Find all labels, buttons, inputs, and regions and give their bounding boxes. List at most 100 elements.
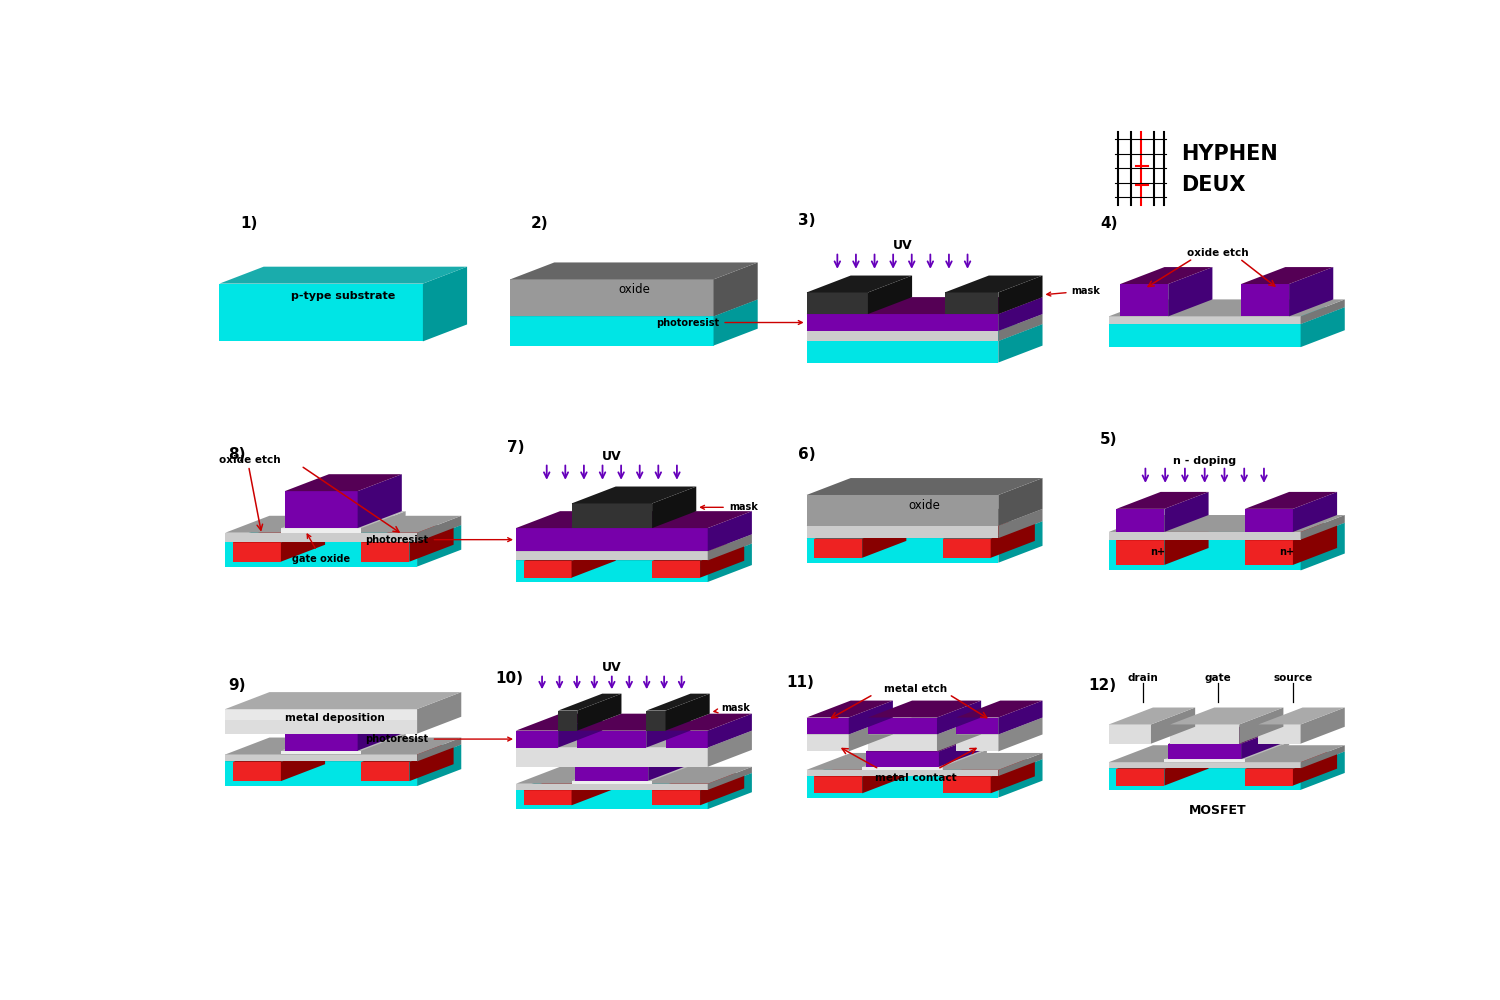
Polygon shape (938, 718, 981, 751)
Polygon shape (807, 341, 999, 363)
Polygon shape (1293, 752, 1336, 786)
Polygon shape (1168, 744, 1240, 759)
Polygon shape (1108, 762, 1300, 768)
Polygon shape (990, 760, 1035, 793)
Polygon shape (225, 710, 417, 720)
Polygon shape (646, 714, 690, 748)
Polygon shape (1300, 745, 1346, 768)
Polygon shape (558, 694, 621, 711)
Polygon shape (942, 522, 1035, 539)
Text: metal deposition: metal deposition (285, 713, 384, 723)
Polygon shape (1164, 752, 1209, 786)
Polygon shape (280, 751, 362, 754)
Polygon shape (1108, 532, 1300, 540)
Polygon shape (956, 718, 999, 734)
Polygon shape (280, 526, 326, 562)
Text: 10): 10) (495, 671, 524, 686)
Text: oxide etch: oxide etch (219, 455, 280, 465)
Polygon shape (999, 314, 1042, 341)
Polygon shape (868, 701, 981, 718)
Polygon shape (1239, 708, 1284, 744)
Polygon shape (807, 276, 912, 292)
Polygon shape (807, 509, 1042, 526)
Polygon shape (578, 731, 646, 748)
Polygon shape (572, 503, 652, 528)
Polygon shape (815, 539, 862, 558)
Polygon shape (410, 745, 453, 781)
Text: metal etch: metal etch (884, 684, 948, 694)
Text: source: source (1274, 673, 1312, 683)
Text: n+: n+ (1280, 547, 1294, 557)
Polygon shape (1164, 492, 1209, 532)
Polygon shape (942, 760, 1035, 776)
Polygon shape (939, 734, 982, 767)
Polygon shape (708, 511, 752, 551)
Polygon shape (417, 692, 462, 734)
Polygon shape (807, 297, 1042, 314)
Text: 8): 8) (228, 447, 246, 462)
Polygon shape (516, 773, 752, 790)
Polygon shape (1300, 299, 1346, 324)
Polygon shape (956, 701, 1042, 718)
Polygon shape (1108, 307, 1346, 324)
Polygon shape (708, 544, 752, 582)
Polygon shape (1288, 267, 1334, 316)
Polygon shape (714, 262, 758, 316)
Polygon shape (815, 522, 906, 539)
Polygon shape (807, 718, 849, 734)
Polygon shape (956, 734, 999, 751)
Polygon shape (1245, 769, 1293, 786)
Polygon shape (862, 760, 906, 793)
Polygon shape (700, 773, 744, 805)
Text: oxide: oxide (909, 499, 940, 512)
Polygon shape (1108, 768, 1300, 790)
Polygon shape (516, 528, 708, 551)
Polygon shape (225, 761, 417, 786)
Polygon shape (807, 718, 892, 734)
Polygon shape (572, 764, 696, 781)
Polygon shape (807, 495, 999, 526)
Text: n - doping: n - doping (1173, 456, 1236, 466)
Polygon shape (516, 551, 708, 560)
Polygon shape (510, 262, 758, 279)
Polygon shape (516, 544, 752, 560)
Polygon shape (516, 534, 752, 551)
Polygon shape (1240, 727, 1286, 759)
Polygon shape (807, 538, 999, 563)
Polygon shape (225, 692, 462, 709)
Polygon shape (1108, 540, 1300, 570)
Text: mask: mask (700, 502, 758, 512)
Polygon shape (862, 522, 906, 558)
Polygon shape (357, 474, 402, 528)
Polygon shape (572, 773, 615, 805)
Polygon shape (225, 525, 462, 542)
Polygon shape (652, 773, 744, 790)
Polygon shape (1108, 316, 1300, 324)
Polygon shape (516, 767, 752, 784)
Polygon shape (1116, 752, 1209, 769)
Text: 9): 9) (228, 678, 246, 693)
Polygon shape (708, 767, 752, 790)
Polygon shape (1120, 267, 1212, 284)
Polygon shape (956, 718, 1042, 734)
Polygon shape (1245, 752, 1336, 769)
Polygon shape (807, 776, 999, 798)
Polygon shape (807, 292, 868, 314)
Text: oxide etch: oxide etch (1186, 248, 1250, 258)
Polygon shape (572, 544, 615, 578)
Polygon shape (516, 784, 708, 790)
Polygon shape (1300, 708, 1346, 744)
Polygon shape (865, 734, 982, 751)
Polygon shape (807, 314, 1042, 331)
Polygon shape (666, 694, 710, 731)
Polygon shape (1168, 267, 1212, 316)
Polygon shape (576, 767, 648, 781)
Polygon shape (807, 526, 999, 538)
Polygon shape (232, 542, 280, 562)
Polygon shape (1293, 523, 1336, 565)
Polygon shape (1300, 515, 1346, 540)
Polygon shape (417, 525, 462, 567)
Text: 4): 4) (1100, 216, 1118, 231)
Polygon shape (410, 526, 453, 562)
Polygon shape (1245, 509, 1293, 532)
